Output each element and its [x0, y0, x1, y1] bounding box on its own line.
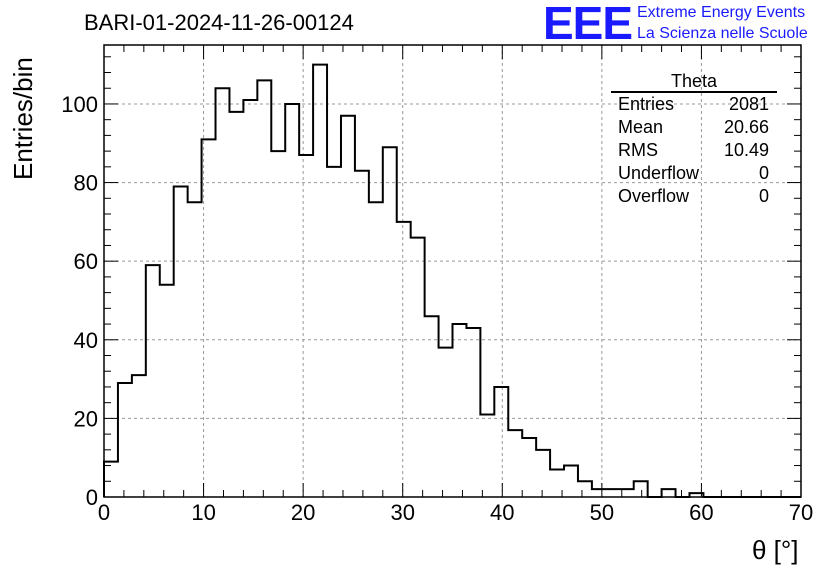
- stats-label: RMS: [618, 140, 658, 160]
- y-tick-label: 100: [61, 92, 98, 117]
- stats-row-mean: Mean 20.66: [611, 116, 777, 139]
- stats-row-underflow: Underflow 0: [611, 162, 777, 185]
- stats-row-rms: RMS 10.49: [611, 139, 777, 162]
- y-tick-label: 80: [74, 171, 98, 196]
- stats-row-entries: Entries 2081: [611, 93, 777, 116]
- stats-row-overflow: Overflow 0: [611, 185, 777, 208]
- x-tick-label: 50: [590, 500, 614, 525]
- logo-caption-line1: Extreme Energy Events: [637, 4, 806, 21]
- logo-caption-line2: La Scienza nelle Scuole: [637, 25, 808, 42]
- stats-value: 2081: [728, 94, 769, 114]
- stats-value: 0: [758, 186, 769, 206]
- stats-value: 10.49: [723, 140, 769, 160]
- stats-value: 0: [758, 163, 769, 183]
- x-axis-label: θ [°]: [752, 535, 799, 565]
- stats-box: Theta Entries 2081 Mean 20.66 RMS 10.49 …: [611, 71, 777, 208]
- plot-frame: [103, 44, 802, 498]
- stats-title: Theta: [611, 71, 777, 93]
- x-tick-label: 20: [291, 500, 315, 525]
- x-tick-label: 70: [789, 500, 813, 525]
- eee-logo: EEE: [543, 0, 633, 49]
- stats-value: 20.66: [723, 117, 769, 137]
- y-axis-label: Entries/bin: [8, 57, 38, 180]
- chart-title: BARI-01-2024-11-26-00124: [84, 10, 354, 35]
- x-tick-label: 0: [98, 500, 110, 525]
- y-tick-label: 40: [74, 328, 98, 353]
- x-tick-label: 10: [191, 500, 215, 525]
- stats-label: Underflow: [618, 163, 700, 183]
- x-tick-label: 40: [490, 500, 514, 525]
- x-tick-label: 60: [689, 500, 713, 525]
- y-tick-label: 0: [86, 485, 98, 510]
- x-tick-label: 30: [390, 500, 414, 525]
- histogram-series: [103, 63, 801, 498]
- y-tick-label: 20: [74, 406, 98, 431]
- stats-label: Overflow: [618, 186, 690, 206]
- stats-label: Mean: [618, 117, 664, 137]
- stats-label: Entries: [618, 94, 675, 114]
- y-tick-label: 60: [74, 249, 98, 274]
